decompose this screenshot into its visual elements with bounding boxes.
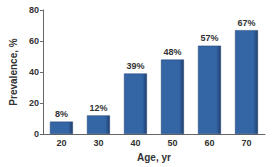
svg-text:57%: 57%: [200, 33, 218, 43]
svg-text:67%: 67%: [237, 18, 255, 28]
svg-text:0: 0: [34, 129, 39, 139]
svg-text:40: 40: [130, 138, 140, 148]
svg-text:39%: 39%: [126, 61, 144, 71]
svg-text:50: 50: [167, 138, 177, 148]
svg-text:Prevalence, %: Prevalence, %: [8, 38, 19, 105]
svg-text:80: 80: [29, 5, 39, 15]
svg-text:Age, yr: Age, yr: [137, 152, 171, 163]
svg-text:12%: 12%: [89, 103, 107, 113]
svg-text:48%: 48%: [163, 47, 181, 57]
svg-text:70: 70: [241, 138, 251, 148]
svg-text:20: 20: [56, 138, 66, 148]
svg-text:40: 40: [29, 67, 39, 77]
svg-text:30: 30: [93, 138, 103, 148]
svg-text:60: 60: [29, 36, 39, 46]
svg-text:20: 20: [29, 98, 39, 108]
svg-text:8%: 8%: [55, 109, 68, 119]
svg-text:60: 60: [204, 138, 214, 148]
